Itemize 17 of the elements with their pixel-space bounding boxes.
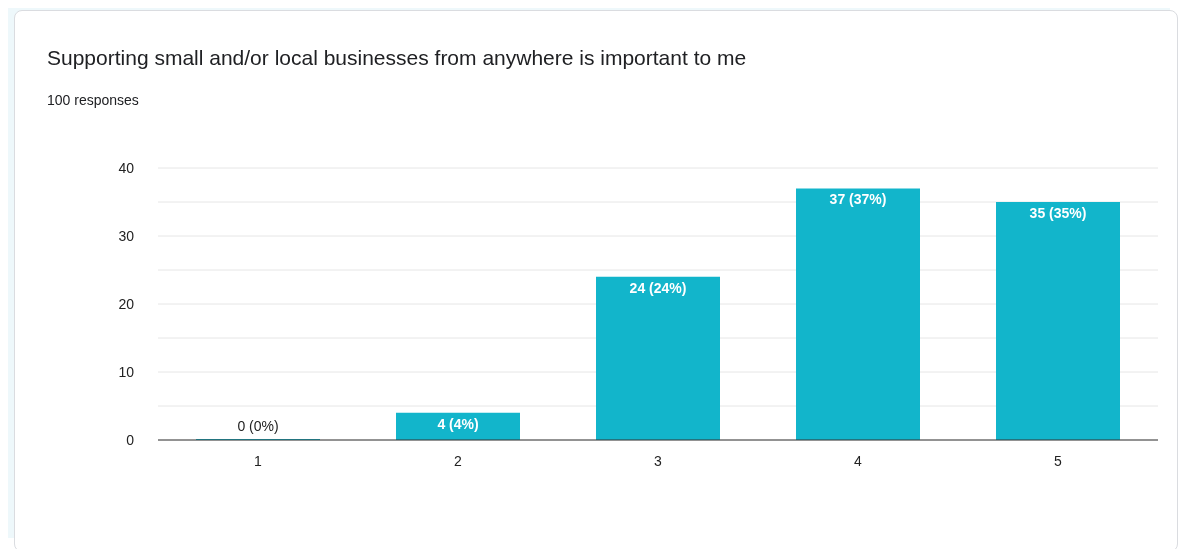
x-tick-label: 3 <box>654 452 663 469</box>
y-tick-label: 0 <box>126 431 135 448</box>
data-label: 4 (4%) <box>437 415 479 432</box>
x-tick-label: 1 <box>254 452 263 469</box>
data-label: 24 (24%) <box>629 279 687 296</box>
chart-subtitle: 100 responses <box>47 92 139 108</box>
y-tick-label: 40 <box>118 159 135 176</box>
x-tick-label: 2 <box>454 452 463 469</box>
y-tick-label: 20 <box>118 295 135 312</box>
y-tick-label: 30 <box>118 227 135 244</box>
data-label: 0 (0%) <box>237 418 279 434</box>
x-tick-label: 4 <box>854 452 863 469</box>
chart-title: Supporting small and/or local businesses from anywhere is important to me <box>47 46 747 70</box>
data-label: 35 (35%) <box>1029 205 1087 221</box>
y-tick-label: 10 <box>118 363 135 380</box>
x-tick-label: 5 <box>1054 452 1063 469</box>
data-label: 37 (37%) <box>829 191 887 208</box>
